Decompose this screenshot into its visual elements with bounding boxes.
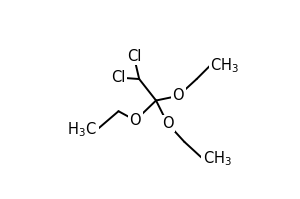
Text: O: O xyxy=(130,113,141,128)
Text: O: O xyxy=(172,88,184,103)
Text: Cl: Cl xyxy=(111,70,126,85)
Text: CH$_3$: CH$_3$ xyxy=(203,149,232,168)
Text: H$_3$C: H$_3$C xyxy=(68,120,97,139)
Text: CH$_3$: CH$_3$ xyxy=(210,56,239,75)
Text: O: O xyxy=(162,116,173,131)
Text: Cl: Cl xyxy=(127,49,141,63)
